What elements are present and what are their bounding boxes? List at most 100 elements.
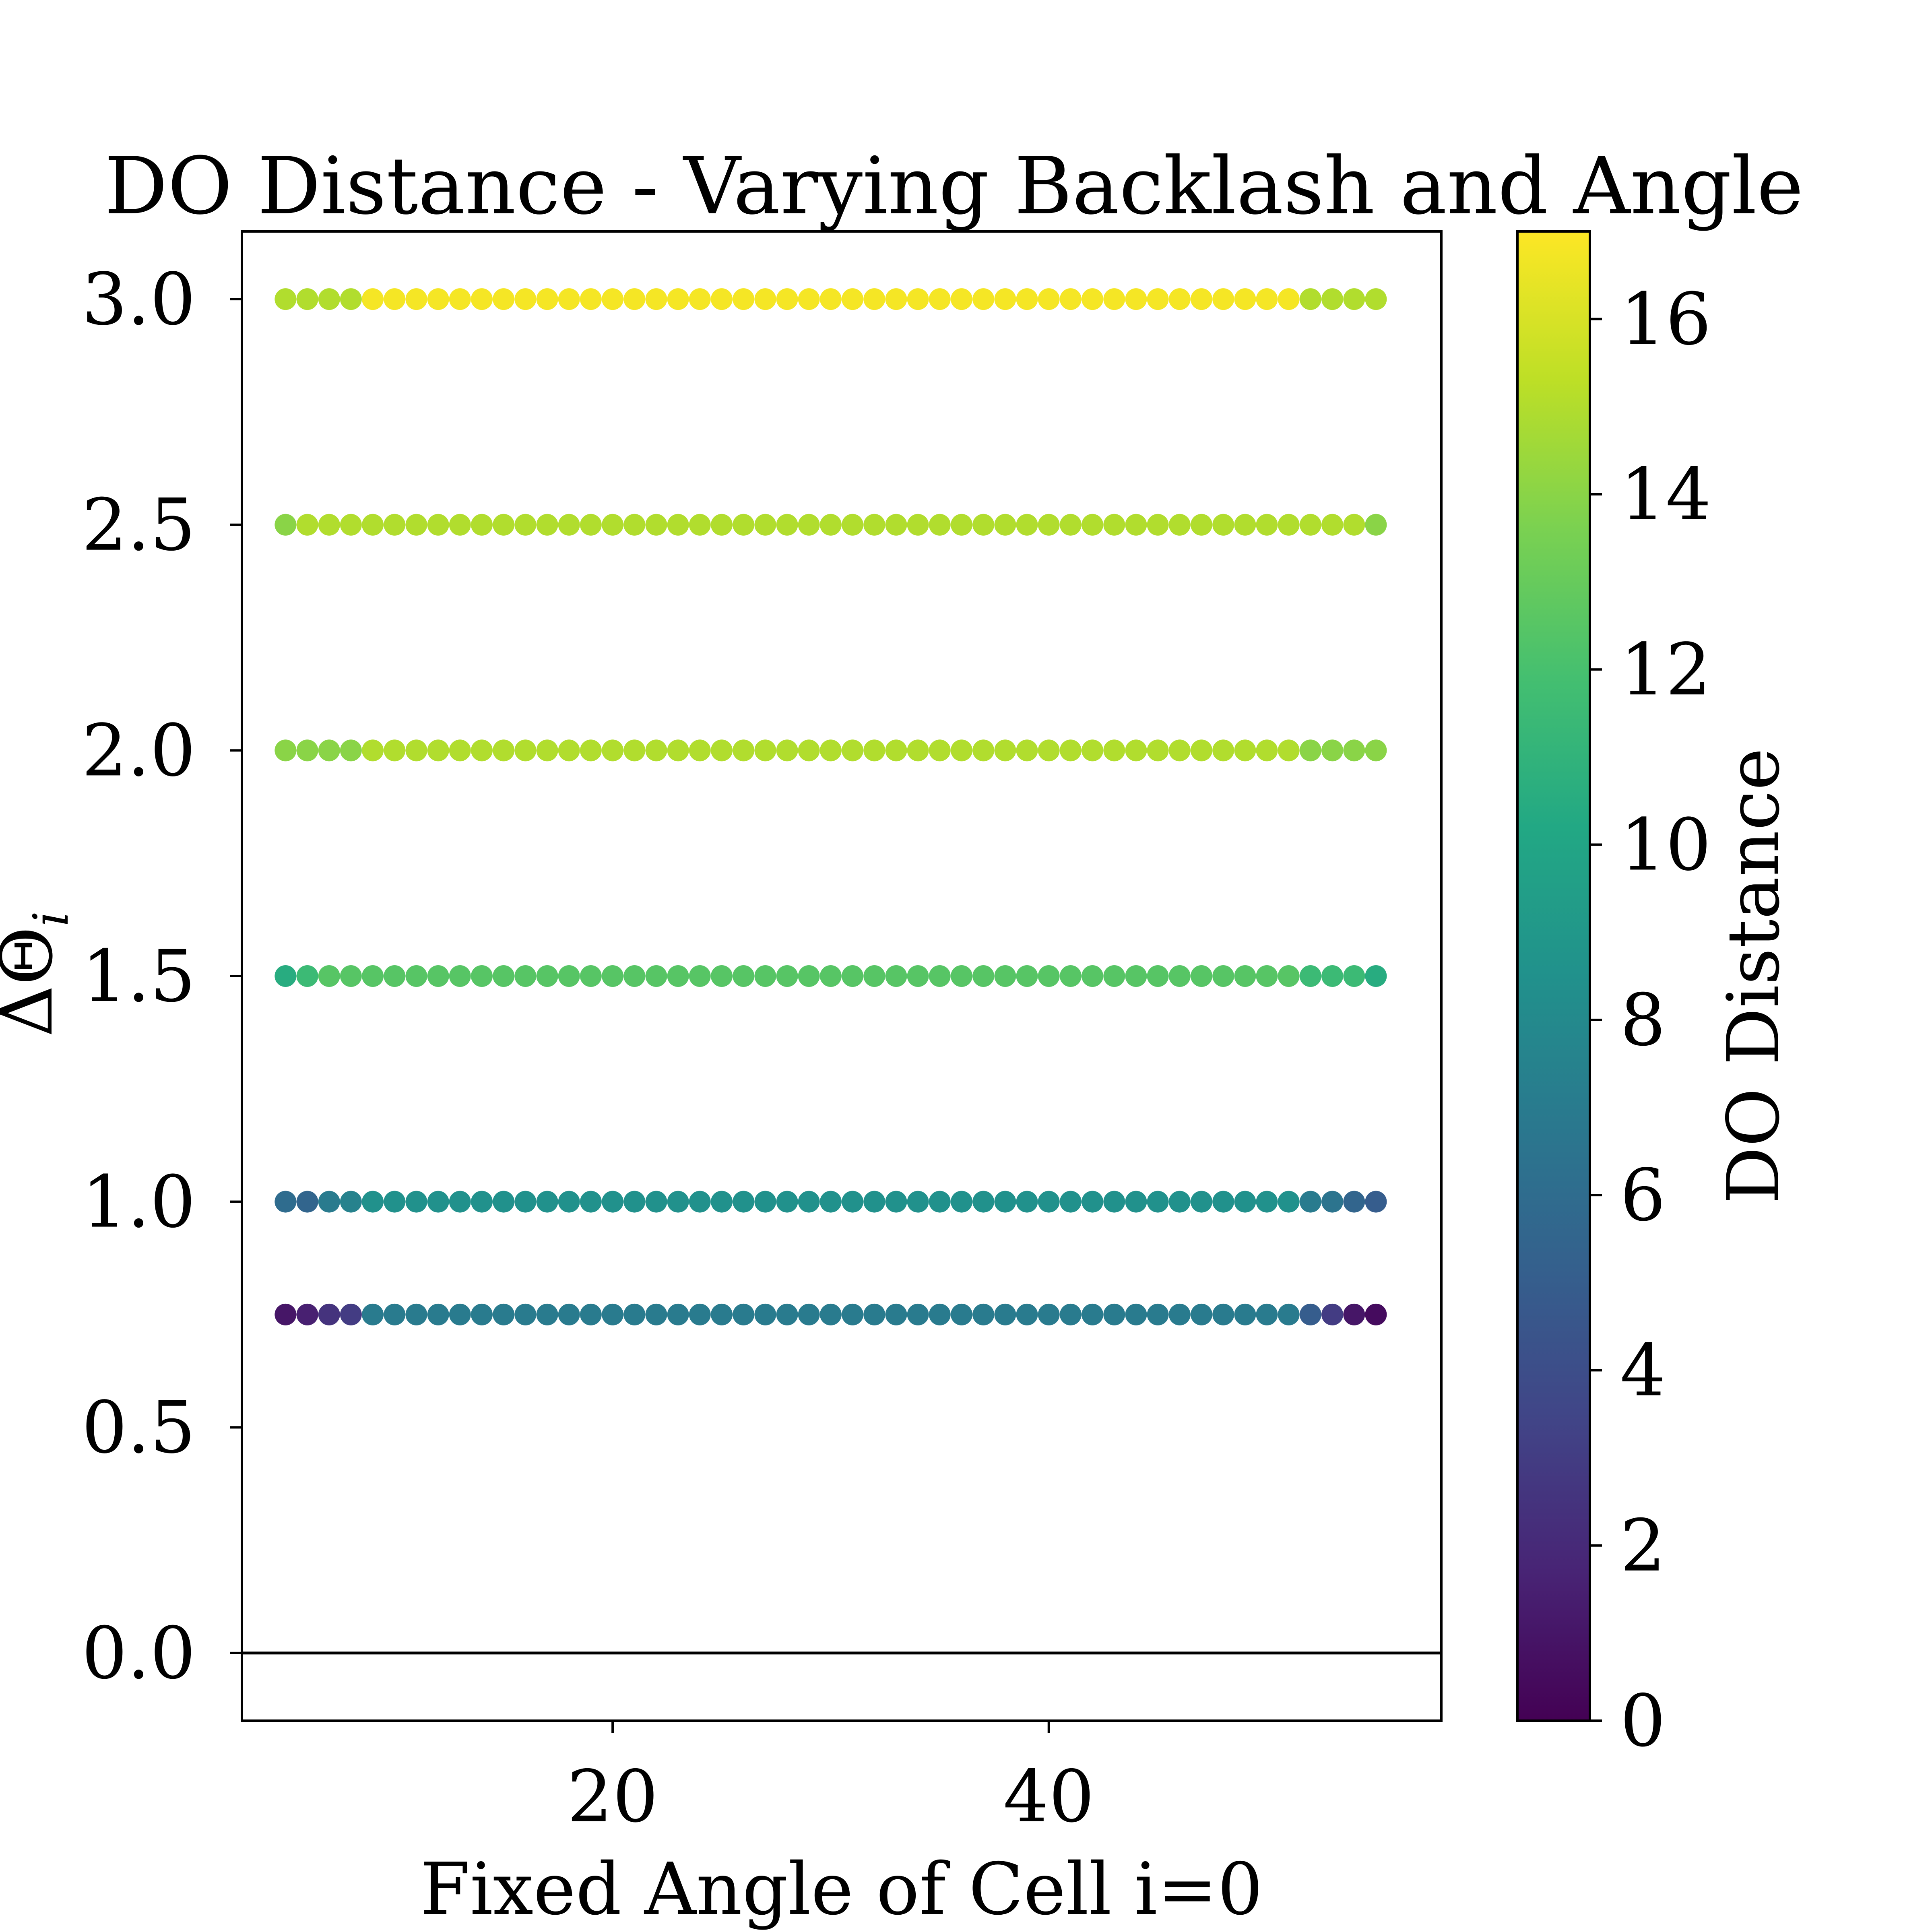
data-point <box>863 739 886 762</box>
data-point <box>689 965 711 987</box>
data-point <box>1038 739 1060 762</box>
data-point <box>754 965 776 987</box>
data-point <box>1321 1303 1344 1325</box>
data-point <box>1103 1303 1125 1325</box>
data-point <box>689 1191 711 1213</box>
data-point <box>1256 739 1278 762</box>
data-point <box>602 1303 624 1325</box>
colorbar-tick-label: 8 <box>1620 978 1666 1062</box>
data-point <box>1212 288 1234 310</box>
data-point <box>558 965 580 987</box>
data-point <box>449 288 471 310</box>
data-point <box>1212 514 1234 536</box>
y-tick-label: 1.0 <box>82 1160 196 1244</box>
data-point <box>1234 739 1256 762</box>
data-point <box>1191 514 1212 536</box>
data-point <box>1191 1191 1212 1213</box>
data-point <box>318 288 340 310</box>
data-point <box>449 1191 471 1213</box>
data-point <box>296 1303 318 1325</box>
data-point <box>493 288 515 310</box>
data-point <box>776 514 798 536</box>
data-point <box>275 288 297 310</box>
data-point <box>1278 739 1300 762</box>
colorbar-tick-label: 4 <box>1620 1329 1666 1412</box>
colorbar-label: DO Distance <box>1712 748 1795 1204</box>
data-point <box>711 514 733 536</box>
data-point <box>449 965 471 987</box>
data-point <box>819 965 842 987</box>
data-point <box>318 514 340 536</box>
data-point <box>907 514 929 536</box>
data-point <box>493 1303 515 1325</box>
colorbar <box>1516 230 1591 1722</box>
data-point <box>645 965 667 987</box>
data-point <box>842 965 864 987</box>
data-point <box>1147 739 1169 762</box>
data-point <box>340 739 362 762</box>
data-point <box>645 1303 667 1325</box>
data-point <box>929 288 951 310</box>
data-point <box>754 288 776 310</box>
data-point <box>711 1303 733 1325</box>
data-point <box>580 739 602 762</box>
data-point <box>471 1303 493 1325</box>
data-point <box>1212 1303 1234 1325</box>
data-point <box>842 288 864 310</box>
data-point <box>972 965 995 987</box>
data-point <box>929 739 951 762</box>
data-point <box>580 965 602 987</box>
data-points <box>275 288 1387 1325</box>
data-point <box>471 288 493 310</box>
data-point <box>1256 1303 1278 1325</box>
data-point <box>929 1303 951 1325</box>
data-point <box>384 965 406 987</box>
data-point <box>885 514 907 536</box>
y-tick-label: 0.5 <box>82 1386 196 1469</box>
data-point <box>580 288 602 310</box>
data-point <box>733 288 755 310</box>
data-point <box>1299 514 1321 536</box>
data-point <box>427 514 449 536</box>
data-point <box>296 965 318 987</box>
data-point <box>951 514 972 536</box>
x-axis-ticks: 20 40 <box>567 1721 1094 1838</box>
data-point <box>1168 514 1191 536</box>
data-point <box>1299 288 1321 310</box>
data-point <box>1343 965 1365 987</box>
y-tick-label: 2.0 <box>82 709 196 792</box>
data-point <box>514 1303 537 1325</box>
data-point <box>885 288 907 310</box>
data-point <box>951 1191 972 1213</box>
data-point <box>1191 965 1212 987</box>
data-point <box>558 1191 580 1213</box>
data-point <box>1016 739 1038 762</box>
data-point <box>1343 514 1365 536</box>
data-point <box>1125 514 1147 536</box>
data-point <box>885 739 907 762</box>
data-point <box>1147 1303 1169 1325</box>
data-point <box>602 965 624 987</box>
data-point <box>1147 1191 1169 1213</box>
data-point <box>1059 739 1082 762</box>
data-point <box>645 1191 667 1213</box>
y-tick-label: 1.5 <box>82 935 196 1018</box>
data-point <box>776 739 798 762</box>
colorbar-tick-label: 0 <box>1620 1679 1666 1763</box>
data-point <box>514 1191 537 1213</box>
data-point <box>471 1191 493 1213</box>
data-point <box>471 739 493 762</box>
data-point <box>1321 965 1344 987</box>
data-point <box>405 739 427 762</box>
data-point <box>427 739 449 762</box>
data-point <box>1299 965 1321 987</box>
data-point <box>798 739 820 762</box>
data-point <box>1234 1303 1256 1325</box>
data-point <box>972 514 995 536</box>
data-point <box>362 514 384 536</box>
data-point <box>994 514 1016 536</box>
data-point <box>362 1191 384 1213</box>
data-point <box>798 514 820 536</box>
data-point <box>1125 1191 1147 1213</box>
data-point <box>340 965 362 987</box>
